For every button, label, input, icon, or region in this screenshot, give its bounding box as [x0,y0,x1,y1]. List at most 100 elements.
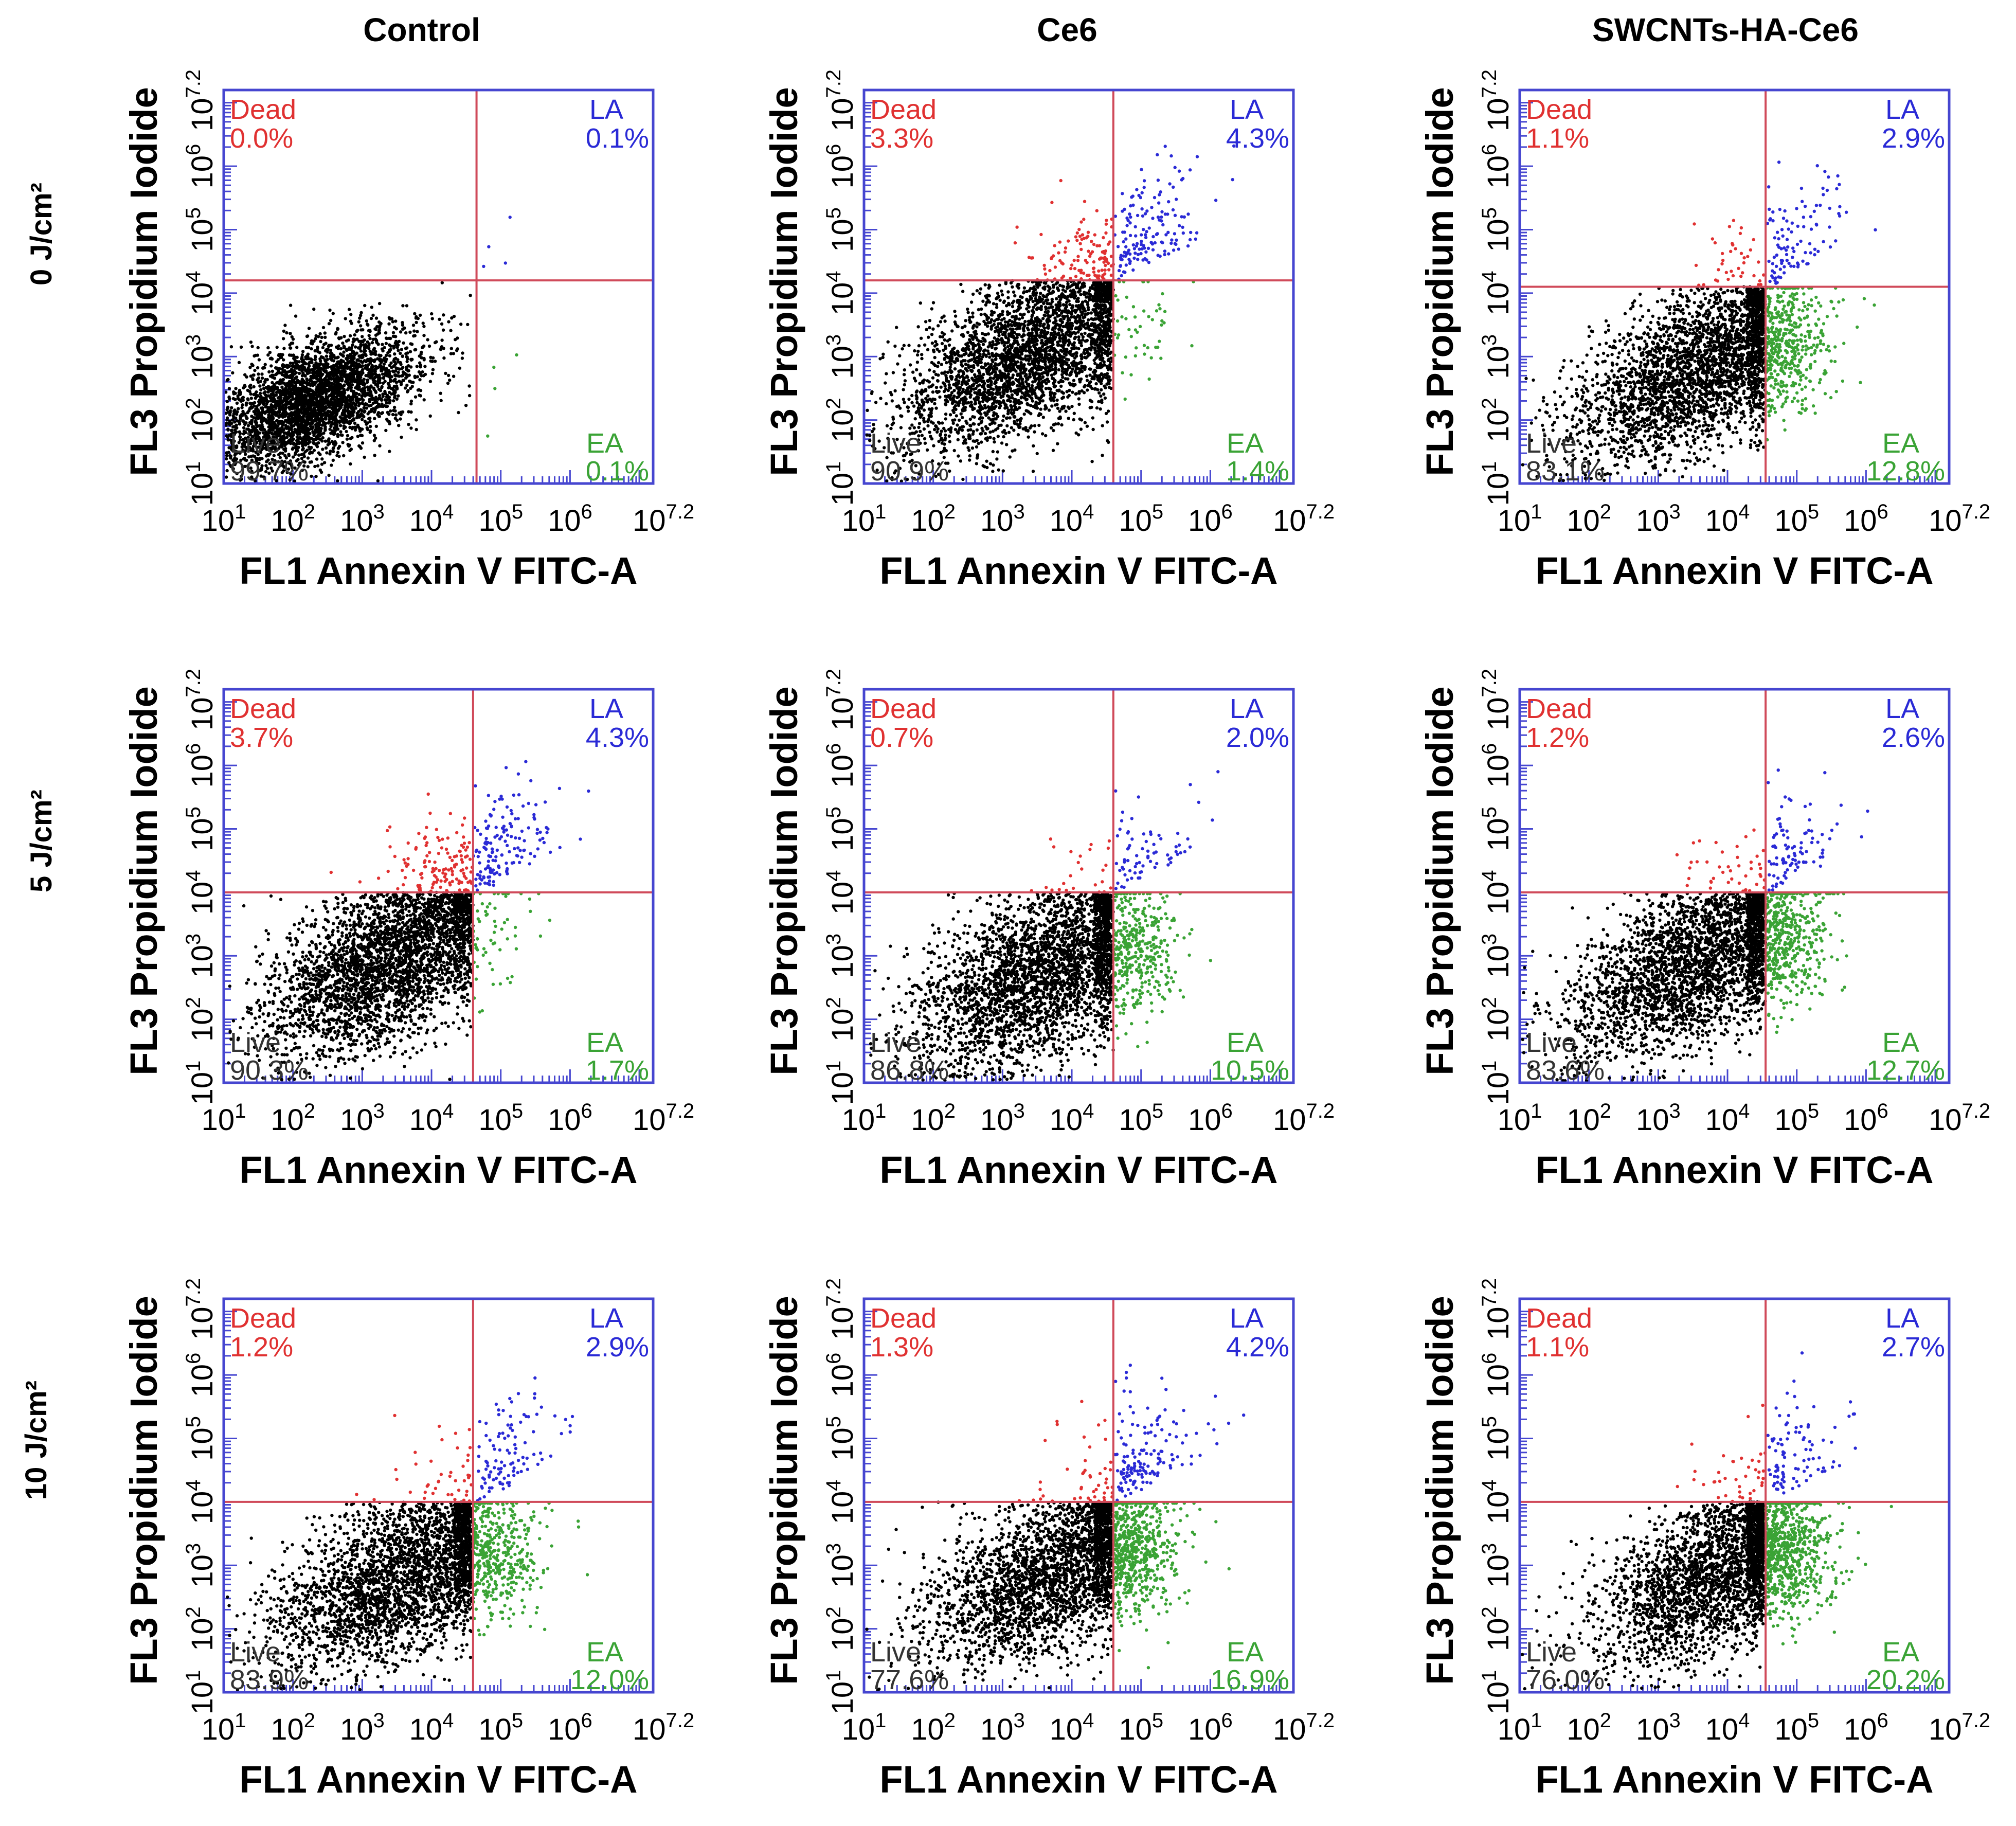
event-dot [357,404,360,407]
event-dot [292,446,295,450]
event-dot [351,426,354,429]
event-dot [309,388,312,391]
event-dot [978,292,981,295]
event-dot [1080,418,1083,421]
event-dot [387,371,390,374]
event-dot [366,358,369,361]
event-dot [940,386,943,389]
event-dot [1021,338,1024,342]
event-dot [319,469,322,472]
event-dot [255,407,258,410]
event-dot [315,426,318,429]
event-dot [277,416,280,419]
event-dot [267,414,270,417]
event-dot [415,418,418,421]
event-dot [374,365,377,368]
event-dot [232,392,236,395]
event-dot [225,469,228,472]
event-dot [404,331,407,334]
event-dot [322,326,325,329]
event-dot [237,407,240,410]
event-dot [997,424,1000,427]
event-dot [242,399,245,402]
event-dot [307,362,310,365]
event-dot [242,419,245,422]
event-dot [327,345,330,348]
event-dot [327,366,330,369]
event-dot [358,316,361,319]
event-dot [374,389,377,392]
event-dot [337,446,340,450]
event-dot [298,442,301,445]
event-dot [358,415,362,418]
event-dot [339,352,342,355]
event-dot [380,369,383,372]
event-dot [259,380,262,383]
event-dot [404,377,407,380]
event-dot [320,457,323,460]
event-dot [282,347,285,350]
event-dot [325,406,328,409]
event-dot [328,401,331,404]
event-dot [320,373,323,376]
event-dot [361,398,364,401]
event-dot [314,381,317,384]
event-dot [337,409,340,412]
event-dot [1057,368,1060,371]
event-dot [259,388,262,391]
event-dot [942,427,945,430]
event-dot [312,339,315,343]
event-dot [332,450,335,453]
event-dot [344,408,347,411]
event-dot [301,381,304,384]
quadrant-live-value: 99.7% [230,456,309,487]
event-dot [281,353,284,356]
event-dot [310,361,313,364]
event-dot [318,370,321,373]
event-dot [365,319,368,323]
event-dot [345,373,348,377]
event-dot [329,377,332,380]
event-dot [988,436,992,439]
event-dot [402,342,405,345]
event-dot [284,392,287,395]
event-dot [1013,310,1016,313]
event-dot [379,377,382,380]
event-dot [383,346,386,349]
event-dot [949,366,952,369]
event-dot [381,372,384,375]
event-dot [266,410,269,413]
event-dot [1067,417,1070,420]
event-dot [373,408,376,411]
event-dot [284,426,287,429]
event-dot [1084,421,1087,424]
event-dot [308,327,311,330]
event-dot [345,430,348,433]
event-dot [959,283,962,286]
event-dot [945,395,948,398]
event-dot [391,388,394,391]
event-dot [299,395,302,398]
event-dot [368,410,371,414]
event-dot [367,344,370,347]
event-dot [346,434,349,437]
event-dot [367,347,370,350]
event-dot [322,432,325,435]
y-tick-label: 106 [182,144,219,189]
event-dot [330,365,333,368]
event-dot [454,338,457,341]
event-dot [311,427,314,430]
event-dot [1001,419,1004,422]
event-dot [269,403,273,406]
event-dot [866,434,869,437]
quadrant-live-label: Live [230,428,281,459]
event-dot [269,356,273,360]
event-dot [314,398,317,401]
event-dot [375,405,379,408]
event-dot [387,323,390,326]
event-dot [381,343,384,346]
event-dot [1095,406,1099,409]
event-dot [228,387,231,390]
event-dot [332,459,335,462]
